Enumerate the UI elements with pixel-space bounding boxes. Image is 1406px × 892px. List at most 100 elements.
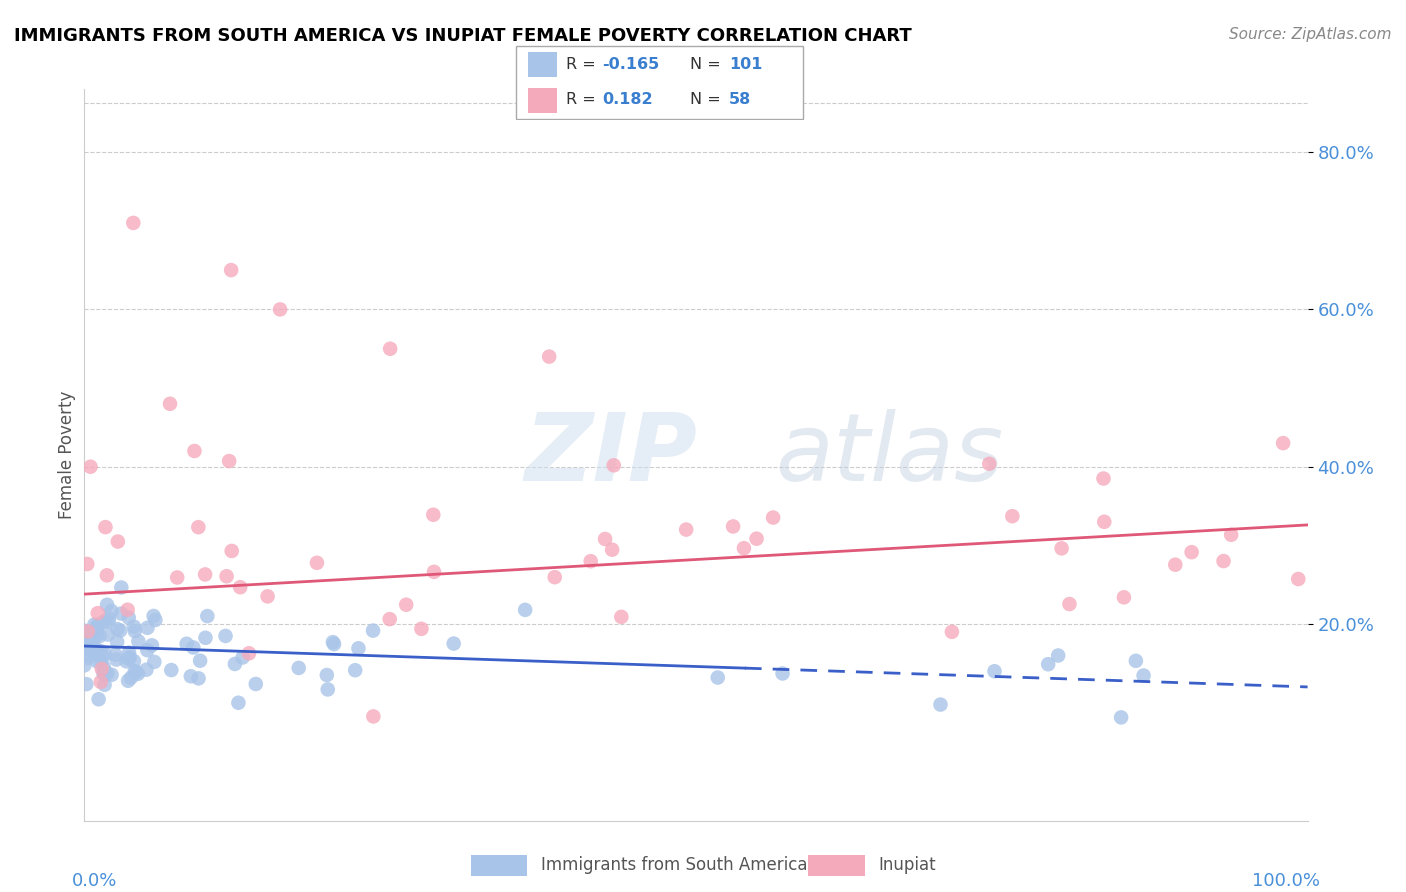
Point (125, 665, 148, 680)
Point (118, 646, 141, 660)
Point (86, 620, 108, 634)
Point (603, 458, 626, 473)
Point (141, 638, 163, 652)
Point (194, 567, 217, 582)
Point (344, 663, 367, 677)
Point (610, 610, 633, 624)
Point (122, 620, 145, 634)
Point (593, 532, 616, 546)
Point (215, 569, 238, 583)
Point (110, 581, 132, 595)
Point (73, 624, 96, 638)
Point (97, 627, 120, 641)
Point (1286, 572, 1309, 586)
Point (94, 647, 117, 661)
Point (93, 667, 115, 681)
Text: R =: R = (567, 57, 602, 72)
Point (118, 652, 141, 666)
FancyBboxPatch shape (808, 855, 865, 876)
Point (86, 654, 108, 668)
Point (93, 660, 115, 674)
Point (82, 631, 104, 645)
Point (96, 666, 118, 681)
Point (136, 643, 159, 657)
Point (107, 534, 129, 549)
Point (363, 709, 385, 723)
Point (87, 648, 110, 662)
Point (232, 650, 254, 665)
FancyBboxPatch shape (529, 87, 557, 112)
Text: atlas: atlas (776, 409, 1004, 500)
Point (176, 637, 198, 651)
Point (1001, 509, 1024, 524)
Point (183, 640, 205, 655)
Point (187, 672, 209, 686)
Point (93, 678, 115, 692)
Point (110, 624, 132, 638)
Point (269, 302, 291, 317)
Text: 0.182: 0.182 (602, 93, 652, 107)
Point (1092, 515, 1115, 529)
Point (378, 612, 401, 626)
Point (361, 624, 384, 638)
Point (87, 692, 110, 706)
Text: R =: R = (567, 93, 602, 107)
Point (96, 568, 118, 582)
Text: 0.0%: 0.0% (72, 871, 118, 890)
Point (1132, 668, 1154, 682)
Point (136, 621, 159, 635)
Point (77, 629, 100, 643)
Point (238, 646, 260, 660)
Point (218, 454, 240, 468)
Point (93, 666, 115, 681)
Text: -0.165: -0.165 (602, 57, 659, 72)
Point (110, 607, 132, 621)
Point (544, 570, 567, 584)
Point (187, 520, 209, 534)
Point (443, 636, 465, 650)
Point (983, 665, 1005, 679)
Point (600, 542, 623, 557)
Point (316, 682, 339, 697)
Point (287, 661, 309, 675)
Point (100, 667, 122, 681)
Point (515, 603, 537, 617)
Point (1112, 591, 1135, 605)
Point (422, 508, 444, 522)
Point (86, 643, 108, 657)
Text: 58: 58 (728, 93, 751, 107)
Point (1047, 648, 1070, 663)
Point (1092, 471, 1115, 485)
Point (87, 618, 110, 632)
Point (1109, 710, 1132, 724)
Point (105, 652, 128, 666)
FancyBboxPatch shape (471, 855, 527, 876)
Text: N =: N = (690, 93, 727, 107)
Point (214, 629, 236, 643)
Point (221, 544, 243, 558)
Point (721, 519, 744, 533)
Point (75, 634, 97, 648)
Point (579, 554, 602, 568)
Point (87, 606, 110, 620)
Point (105, 635, 128, 649)
Point (315, 668, 337, 682)
Point (423, 565, 446, 579)
Text: IMMIGRANTS FROM SOUTH AMERICA VS INUPIAT FEMALE POVERTY CORRELATION CHART: IMMIGRANTS FROM SOUTH AMERICA VS INUPIAT… (14, 27, 912, 45)
Point (305, 556, 328, 570)
Point (229, 580, 252, 594)
Text: Inupiat: Inupiat (879, 856, 936, 874)
Point (675, 523, 697, 537)
Point (979, 457, 1001, 471)
Text: ZIP: ZIP (524, 409, 697, 501)
Point (180, 669, 202, 683)
Point (194, 631, 217, 645)
Point (322, 635, 344, 649)
Point (135, 663, 157, 677)
Point (97, 615, 120, 629)
Point (228, 696, 250, 710)
Point (145, 613, 167, 627)
Point (79, 633, 101, 648)
Point (94, 520, 117, 534)
Point (1212, 554, 1234, 568)
